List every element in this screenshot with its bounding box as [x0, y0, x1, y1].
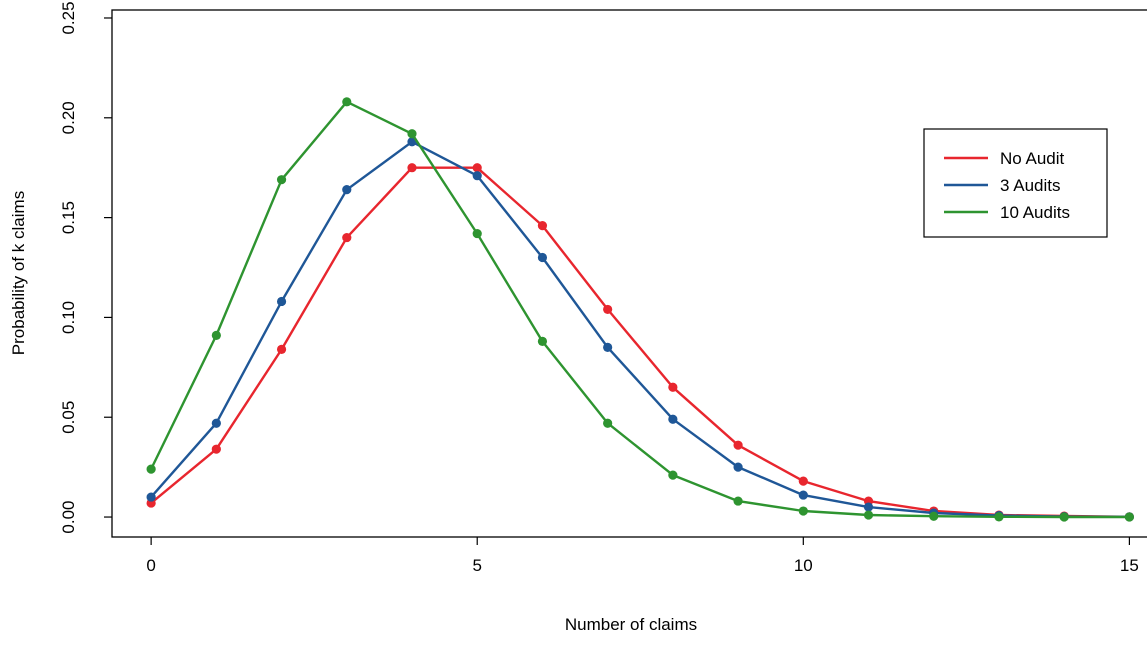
- legend-box: [923, 128, 1108, 238]
- legend-label-3-audits: 3 Audits: [1000, 176, 1061, 195]
- data-point-no-audit: [668, 382, 678, 392]
- data-point-no-audit: [537, 220, 548, 231]
- data-point-3-audits: [472, 171, 482, 181]
- data-point-10-audits: [276, 175, 287, 185]
- data-point-3-audits: [537, 252, 548, 263]
- data-point-3-audits: [276, 296, 287, 307]
- y-tick-label: 0.20: [59, 101, 78, 134]
- axis-layer: 0 5 10 15 0.00 0.05 0.10 0.15 0.20 0.25: [59, 1, 1139, 575]
- data-point-10-audits: [994, 512, 1004, 522]
- series-layer: [146, 97, 1134, 522]
- data-point-10-audits: [407, 129, 417, 139]
- data-point-3-audits: [668, 414, 678, 424]
- y-tick-label: 0.05: [59, 401, 78, 434]
- legend-label-10-audits: 10 Audits: [1000, 203, 1070, 222]
- data-point-no-audit: [342, 232, 352, 243]
- y-tick-label: 0.10: [59, 301, 78, 334]
- x-axis-title: Number of claims: [565, 615, 697, 634]
- data-point-no-audit: [798, 476, 808, 486]
- data-point-10-audits: [929, 511, 939, 521]
- y-tick-label: 0.25: [59, 1, 78, 34]
- data-point-10-audits: [1059, 512, 1069, 522]
- data-point-10-audits: [211, 330, 221, 340]
- plot-frame: [111, 9, 1147, 538]
- data-point-no-audit: [276, 344, 287, 354]
- data-point-3-audits: [733, 462, 743, 472]
- data-point-no-audit: [603, 304, 613, 315]
- data-point-10-audits: [537, 336, 548, 346]
- data-point-3-audits: [863, 502, 874, 512]
- y-axis-title: Probability of k claims: [9, 191, 28, 355]
- data-point-3-audits: [798, 490, 808, 500]
- data-point-no-audit: [211, 444, 221, 454]
- x-tick-label: 15: [1120, 556, 1139, 575]
- data-point-3-audits: [603, 342, 613, 352]
- data-point-10-audits: [146, 464, 156, 474]
- data-point-10-audits: [798, 506, 808, 516]
- data-point-10-audits: [603, 418, 613, 428]
- data-point-no-audit: [733, 440, 743, 450]
- x-tick-label: 5: [472, 556, 481, 575]
- series-line-10-audits: [150, 100, 1130, 519]
- data-point-10-audits: [863, 510, 874, 520]
- legend-label-no-audit: No Audit: [1000, 149, 1065, 168]
- data-point-10-audits: [472, 228, 482, 239]
- data-point-3-audits: [146, 492, 156, 502]
- y-tick-label: 0.15: [59, 201, 78, 234]
- data-point-10-audits: [1124, 512, 1134, 522]
- y-tick-label: 0.00: [59, 500, 78, 533]
- data-point-10-audits: [733, 496, 743, 506]
- data-point-10-audits: [342, 97, 352, 107]
- data-point-no-audit: [472, 163, 482, 173]
- series-line-3-audits: [150, 140, 1130, 518]
- data-point-10-audits: [668, 470, 678, 480]
- data-point-3-audits: [342, 185, 352, 195]
- legend: No Audit 3 Audits 10 Audits: [923, 128, 1108, 238]
- data-point-no-audit: [407, 163, 417, 173]
- x-tick-label: 0: [146, 556, 155, 575]
- series-line-no-audit: [150, 166, 1130, 518]
- data-point-3-audits: [211, 418, 221, 428]
- x-tick-label: 10: [794, 556, 813, 575]
